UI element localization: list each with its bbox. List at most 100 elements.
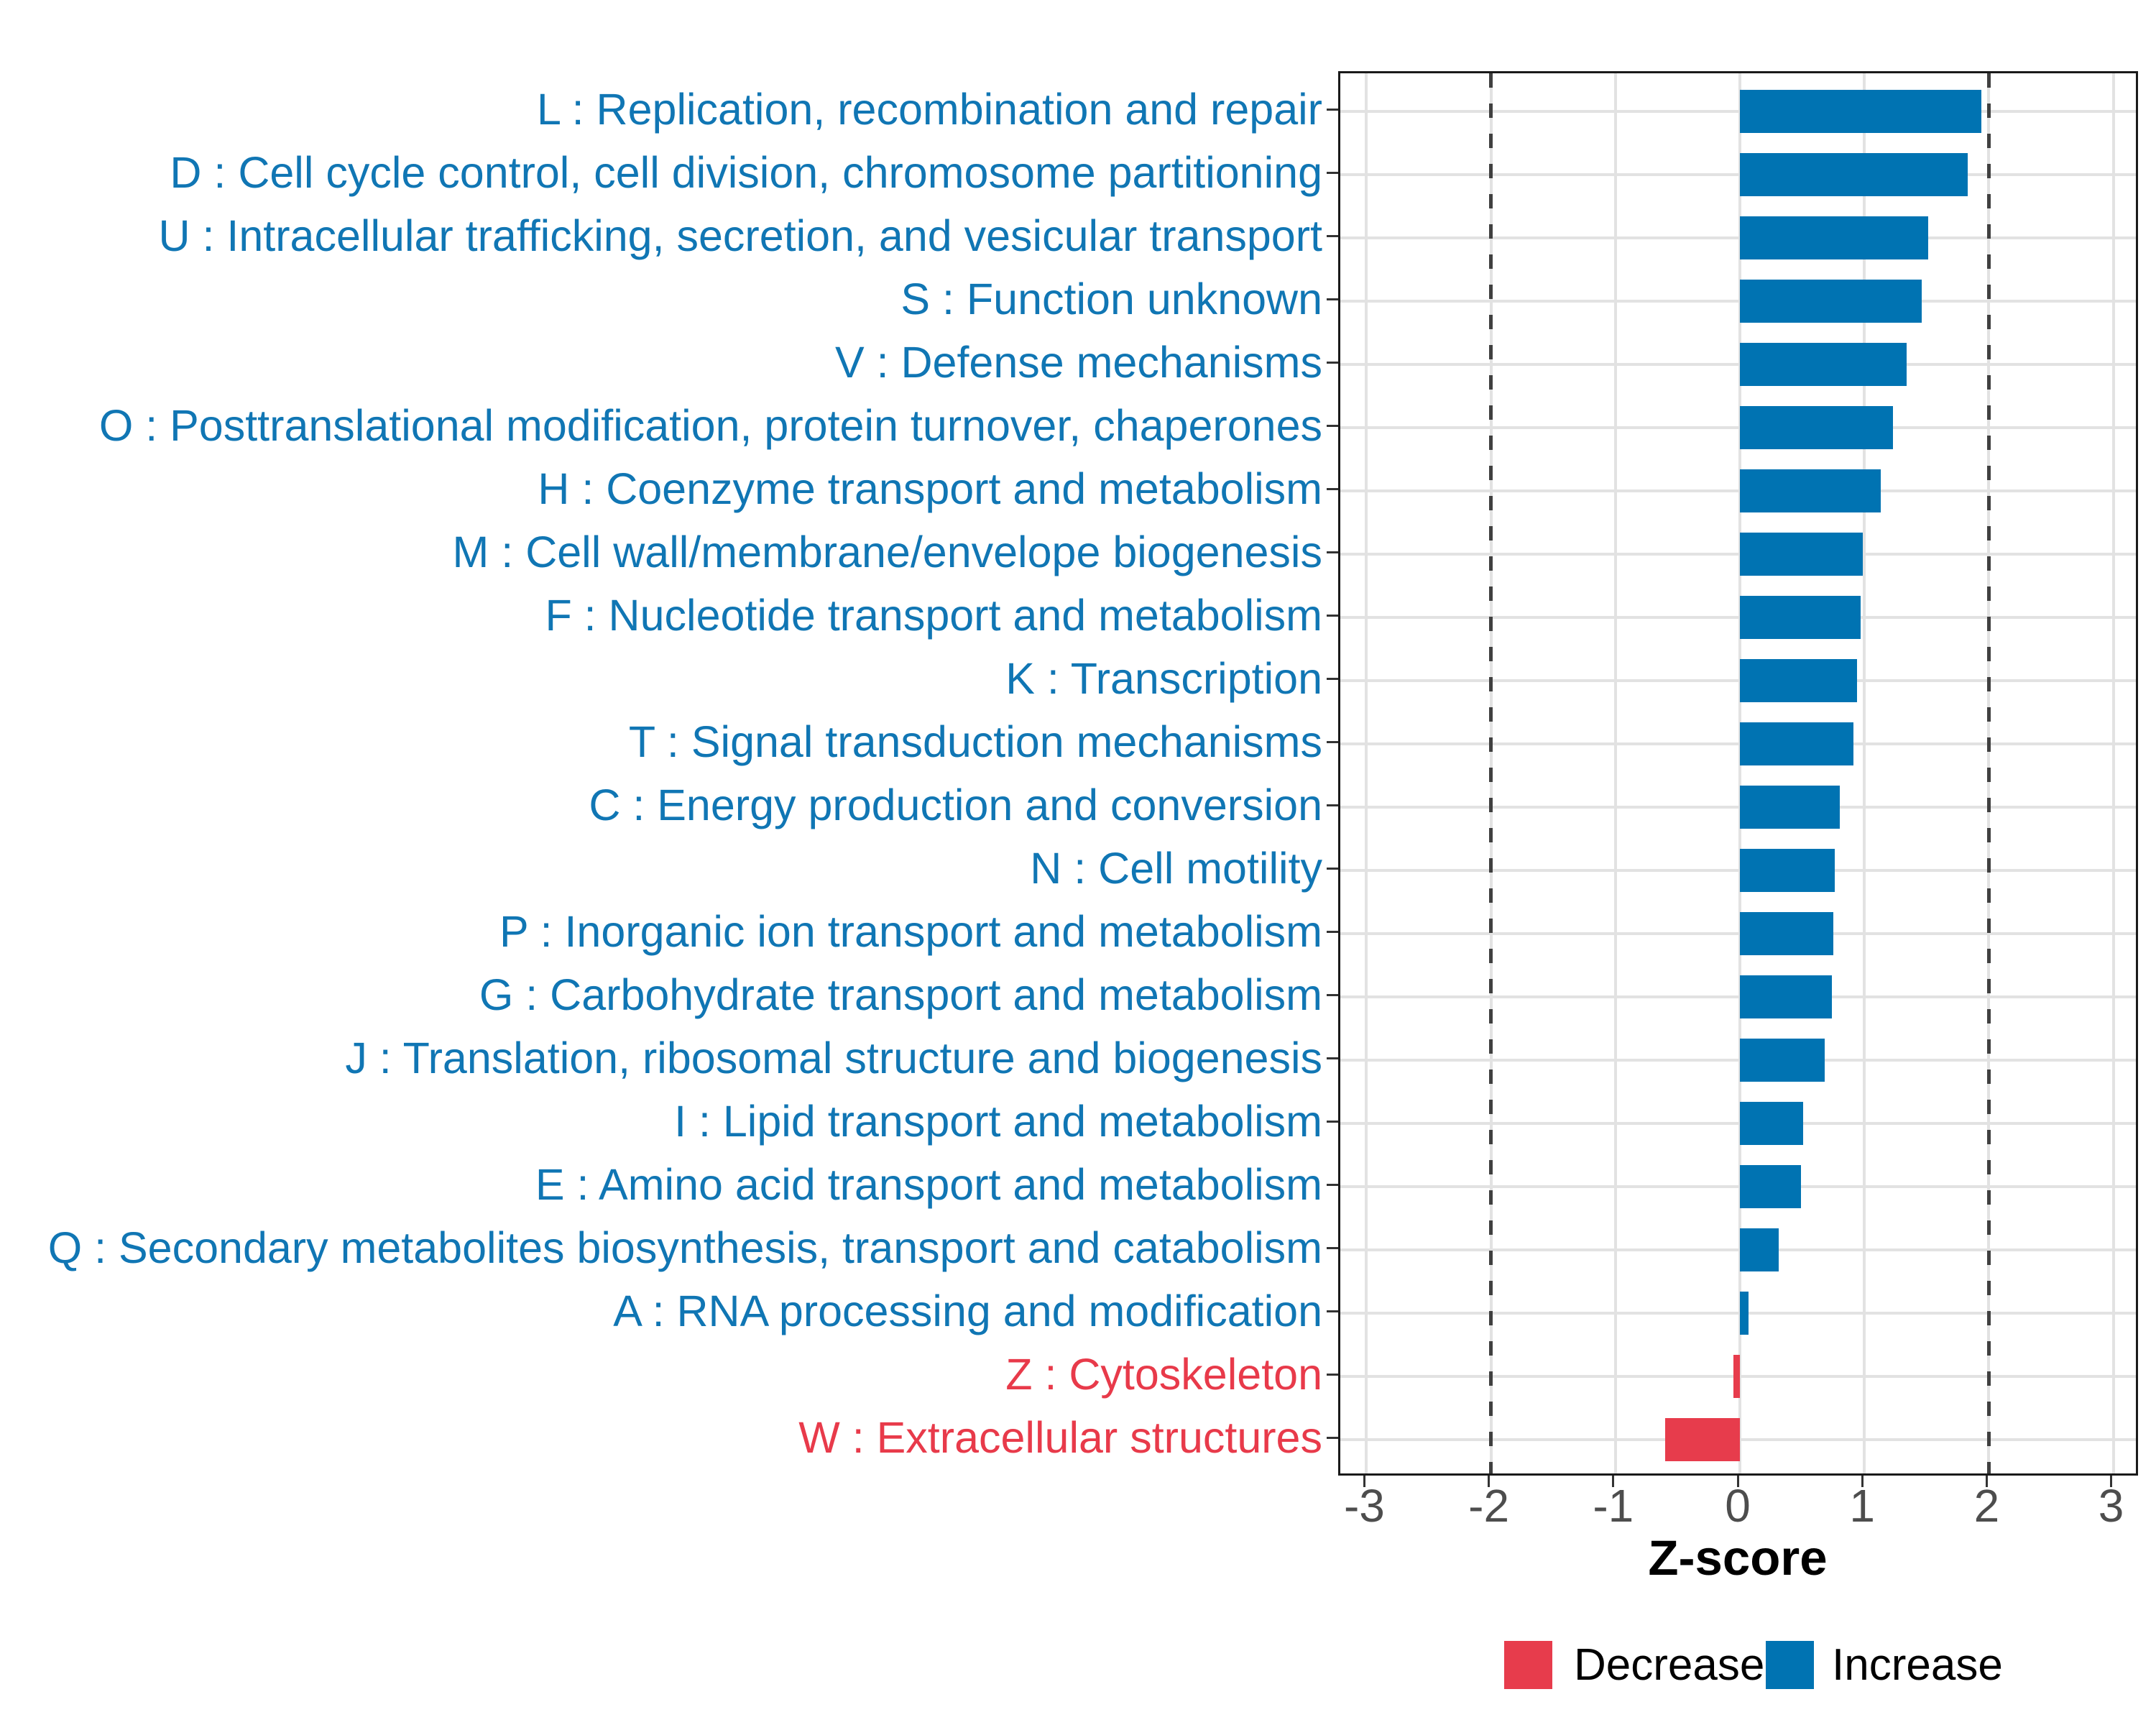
bar-Z [1733,1355,1740,1398]
category-label-N: N : Cell motility [1030,844,1322,893]
category-label-D: D : Cell cycle control, cell division, c… [170,148,1322,197]
x-tick-label--3: -3 [1343,1480,1385,1532]
y-gridline-T [1340,742,2136,745]
y-tick-L [1327,108,1338,111]
y-tick-S [1327,298,1338,300]
bar-H [1740,469,1881,512]
x-tick--3 [1363,1476,1365,1487]
y-tick-G [1327,993,1338,996]
x-gridline-3 [2111,73,2115,1473]
category-label-A: A : RNA processing and modification [613,1287,1322,1335]
bar-U [1740,216,1928,259]
legend-label-decrease: Decrease [1574,1640,1765,1690]
bar-M [1740,533,1864,576]
y-gridline-C [1340,806,2136,809]
y-gridline-E [1340,1185,2136,1188]
category-label-C: C : Energy production and conversion [589,781,1322,829]
y-tick-M [1327,551,1338,553]
y-tick-V [1327,361,1338,364]
bar-F [1740,596,1861,639]
category-label-E: E : Amino acid transport and metabolism [535,1160,1322,1209]
bar-T [1740,722,1853,765]
x-tick--1 [1612,1476,1615,1487]
category-label-J: J : Translation, ribosomal structure and… [345,1034,1322,1082]
y-gridline-L [1340,110,2136,113]
bar-I [1740,1102,1804,1145]
x-gridline-1 [1863,73,1866,1473]
x-tick-label-0: 0 [1725,1480,1751,1532]
y-tick-J [1327,1057,1338,1059]
category-label-I: I : Lipid transport and metabolism [674,1097,1322,1146]
bar-J [1740,1039,1825,1082]
y-gridline-O [1340,426,2136,429]
bar-W [1665,1418,1740,1461]
y-gridline-A [1340,1312,2136,1315]
category-label-W: W : Extracellular structures [798,1413,1322,1462]
y-gridline-G [1340,995,2136,998]
x-tick-3 [2110,1476,2113,1487]
dashed-line--2 [1489,73,1493,1473]
y-tick-P [1327,930,1338,933]
x-gridline--1 [1613,73,1617,1473]
bar-Q [1740,1228,1779,1271]
y-gridline-H [1340,489,2136,492]
category-label-T: T : Signal transduction mechanisms [628,717,1322,766]
bar-E [1740,1165,1801,1208]
y-gridline-K [1340,679,2136,682]
bar-D [1740,153,1968,196]
y-tick-W [1327,1436,1338,1439]
y-tick-Q [1327,1246,1338,1249]
bar-P [1740,912,1833,955]
x-tick-label-1: 1 [1849,1480,1875,1532]
category-label-P: P : Inorganic ion transport and metaboli… [499,907,1322,956]
y-gridline-S [1340,300,2136,303]
y-tick-E [1327,1183,1338,1186]
category-label-S: S : Function unknown [900,275,1322,323]
y-tick-F [1327,614,1338,617]
x-tick-1 [1861,1476,1864,1487]
category-label-L: L : Replication, recombination and repai… [537,85,1322,134]
category-label-F: F : Nucleotide transport and metabolism [545,591,1322,640]
y-gridline-N [1340,869,2136,872]
legend-swatch-increase [1766,1641,1814,1689]
x-gridline-0 [1738,73,1741,1473]
category-label-Z: Z : Cytoskeleton [1005,1350,1322,1399]
bar-C [1740,786,1840,829]
x-tick-label--2: -2 [1468,1480,1510,1532]
y-tick-T [1327,740,1338,743]
y-tick-C [1327,804,1338,806]
category-label-G: G : Carbohydrate transport and metabolis… [479,970,1322,1019]
dashed-line-2 [1986,73,1991,1473]
y-gridline-D [1340,173,2136,176]
x-tick--2 [1488,1476,1491,1487]
y-gridline-U [1340,236,2136,239]
x-tick-0 [1736,1476,1739,1487]
y-tick-K [1327,677,1338,680]
x-gridline--3 [1365,73,1368,1473]
category-label-Q: Q : Secondary metabolites biosynthesis, … [47,1223,1322,1272]
legend-swatch-decrease [1504,1641,1552,1689]
category-label-K: K : Transcription [1005,654,1322,703]
y-tick-U [1327,234,1338,237]
y-gridline-I [1340,1122,2136,1125]
bar-O [1740,406,1894,449]
bar-G [1740,975,1833,1018]
bar-A [1740,1292,1749,1335]
y-gridline-F [1340,616,2136,619]
x-tick-2 [1985,1476,1988,1487]
x-tick-label--1: -1 [1593,1480,1634,1532]
bar-K [1740,659,1857,702]
y-tick-Z [1327,1373,1338,1376]
y-gridline-P [1340,932,2136,935]
plot-panel [1338,71,2138,1476]
category-label-H: H : Coenzyme transport and metabolism [538,464,1322,513]
y-tick-D [1327,171,1338,174]
bar-V [1740,343,1907,386]
y-tick-N [1327,867,1338,870]
y-tick-A [1327,1310,1338,1312]
y-tick-H [1327,487,1338,490]
x-tick-label-2: 2 [1973,1480,2000,1532]
bar-N [1740,849,1835,892]
x-axis-title: Z-score [1648,1530,1828,1586]
